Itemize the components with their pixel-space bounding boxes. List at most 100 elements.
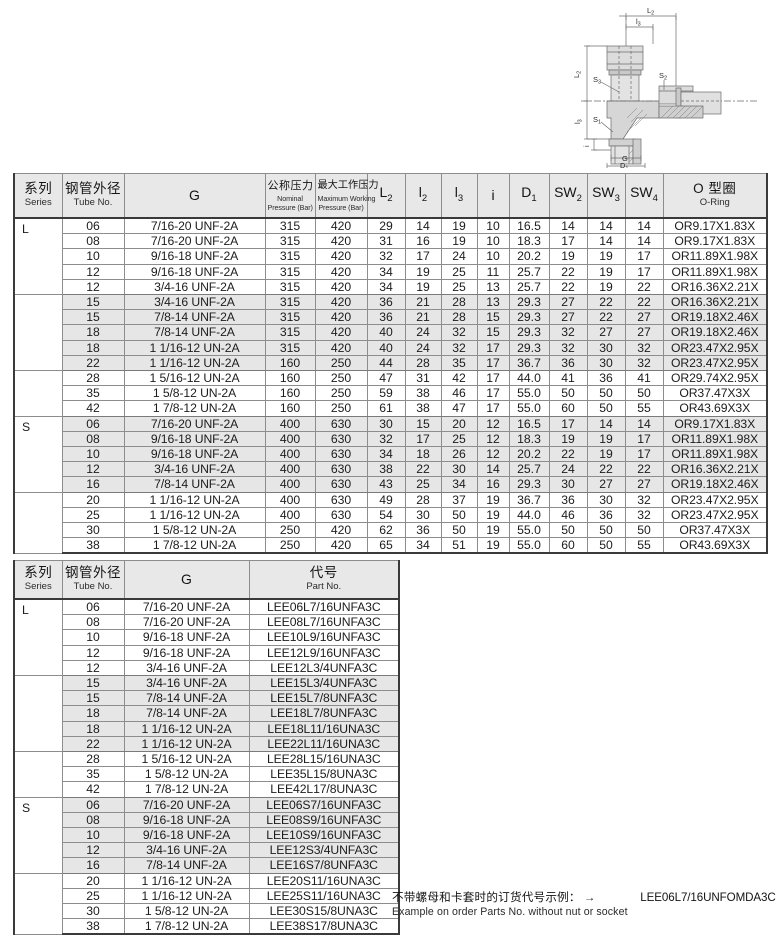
- table-row[interactable]: 15 7/8-14 UNF-2A 315 420 36 21 28 15 29.3 27 22 27 O…: [14, 309, 768, 326]
- cell-part: LEE08S9/16UNFA3C: [248, 811, 400, 829]
- cell-sw2: 60: [548, 537, 588, 555]
- table-row[interactable]: S 06 7/16-20 UNF-2A LEE06S7/16UNFA3C: [13, 796, 400, 874]
- table-row[interactable]: 12 3/4-16 UNF-2A LEE12L3/4UNFA3C: [14, 659, 400, 677]
- table-row[interactable]: 28 1 5/16-12 UN-2A 160 250 47 31 42 17 44.0 41 36 4…: [13, 370, 768, 417]
- cell-g: 7/16-20 UNF-2A: [123, 796, 250, 813]
- cell-sw4: 27: [624, 324, 664, 341]
- svg-text:S1: S1: [593, 115, 601, 126]
- cell-l2: 32: [366, 248, 406, 265]
- cell-tube: 22: [61, 735, 125, 753]
- table-row[interactable]: 30 1 5/8-12 UN-2A LEE30S15/8UNA3C: [14, 903, 400, 920]
- order-example-footnote: 不带螺母和卡套时的订货代号示例： → LEE06L7/16UNFOMDA3C E…: [392, 890, 777, 919]
- cell-g: 7/16-20 UNF-2A: [123, 614, 250, 631]
- table-row[interactable]: 08 9/16-18 UNF-2A LEE08S9/16UNFA3C: [14, 811, 400, 829]
- cell-sw2: 41: [548, 370, 588, 387]
- table-row[interactable]: 42 1 7/8-12 UN-2A LEE42L17/8UNA3C: [14, 781, 400, 798]
- table-row[interactable]: 35 1 5/8-12 UN-2A LEE35L15/8UNA3C: [14, 766, 400, 783]
- table-row[interactable]: 18 1 1/16-12 UN-2A 315 420 40 24 32 17 29.3 32 30 3…: [14, 339, 768, 356]
- cell-g: 7/16-20 UNF-2A: [123, 217, 266, 235]
- cell-sw2: 22: [548, 446, 588, 463]
- table-row[interactable]: 08 7/16-20 UNF-2A 315 420 31 16 19 10 18.3 17 14 14…: [14, 233, 768, 250]
- table-row[interactable]: 42 1 7/8-12 UN-2A 160 250 61 38 47 17 55.0 60 50 55…: [14, 400, 768, 417]
- table-row[interactable]: L 06 7/16-20 UNF-2A 315 420 29 14 19 10 16.5 14 14 1…: [13, 217, 768, 296]
- cell-mwp: 630: [314, 461, 368, 478]
- cell-tube: 15: [61, 675, 125, 692]
- cell-g: 3/4-16 UNF-2A: [123, 842, 250, 859]
- table-row[interactable]: 28 1 5/16-12 UN-2A LEE28L15/16UNA3C: [13, 751, 400, 798]
- cell-sw3: 19: [586, 263, 626, 280]
- cell-oring: OR19.18X2.46X: [662, 324, 768, 341]
- table-row[interactable]: 18 7/8-14 UNF-2A LEE18L7/8UNFA3C: [14, 705, 400, 722]
- table-row[interactable]: 12 3/4-16 UNF-2A LEE12S3/4UNFA3C: [14, 842, 400, 859]
- cell-tube: 10: [61, 629, 125, 646]
- cell-tube: 15: [61, 690, 125, 707]
- table-row[interactable]: 10 9/16-18 UNF-2A LEE10L9/16UNFA3C: [14, 629, 400, 646]
- table-row[interactable]: 22 1 1/16-12 UN-2A LEE22L11/16UNA3C: [14, 735, 400, 753]
- cell-np: 315: [264, 294, 316, 311]
- table-row[interactable]: 38 1 7/8-12 UN-2A LEE38S17/8UNA3C: [14, 918, 400, 936]
- th-nominal-pressure: 公称压力 Nominal Pressure (Bar): [264, 173, 316, 219]
- cell-sw4: 17: [624, 446, 664, 463]
- table-row[interactable]: 12 9/16-18 UNF-2A LEE12L9/16UNFA3C: [14, 644, 400, 661]
- table-row[interactable]: 12 3/4-16 UNF-2A 400 630 38 22 30 14 25.7 24 22 22 O…: [14, 461, 768, 478]
- series-spacer: [13, 370, 63, 417]
- table-row[interactable]: 18 7/8-14 UNF-2A 315 420 40 24 32 15 29.3 32 27 27 O…: [14, 324, 768, 341]
- table-row[interactable]: 12 3/4-16 UNF-2A 315 420 34 19 25 13 25.7 22 19 22 O…: [14, 278, 768, 296]
- cell-tube: 25: [61, 887, 125, 905]
- cell-l2: 31: [366, 233, 406, 250]
- cell-l2: 34: [366, 278, 406, 296]
- table-row[interactable]: 20 1 1/16-12 UN-2A 400 630 49 28 37 19 36.7 36 30 3…: [13, 491, 768, 554]
- table-row[interactable]: 38 1 7/8-12 UN-2A 250 420 65 34 51 19 55.0 60 50 55…: [14, 537, 768, 555]
- cell-np: 315: [264, 263, 316, 280]
- cell-d1: 25.7: [508, 278, 550, 296]
- table-row[interactable]: 15 7/8-14 UNF-2A LEE15L7/8UNFA3C: [14, 690, 400, 707]
- table-row[interactable]: 15 3/4-16 UNF-2A 315 420 36 21 28 13 29.3 27 22 22 O…: [13, 294, 768, 372]
- table-row[interactable]: 25 1 1/16-12 UN-2A LEE25S11/16UNA3C: [14, 887, 400, 905]
- svg-text:i: i: [582, 145, 591, 147]
- cell-sw2: 19: [548, 430, 588, 448]
- cell-tube: 12: [61, 842, 125, 859]
- cell-i2: 28: [404, 491, 442, 508]
- cell-g: 1 1/16-12 UN-2A: [123, 872, 250, 889]
- table-row[interactable]: 15 3/4-16 UNF-2A LEE15L3/4UNFA3C: [13, 675, 400, 753]
- table-row[interactable]: 08 9/16-18 UNF-2A 400 630 32 17 25 12 18.3 19 19 17…: [14, 430, 768, 448]
- cell-sw2: 17: [548, 233, 588, 250]
- table-row[interactable]: L 06 7/16-20 UNF-2A LEE06L7/16UNFA3C: [13, 598, 400, 677]
- cell-part: LEE42L17/8UNA3C: [248, 781, 400, 798]
- cell-part: LEE35L15/8UNA3C: [248, 766, 400, 783]
- cell-tube: 18: [61, 705, 125, 722]
- table-row[interactable]: 12 9/16-18 UNF-2A 315 420 34 19 25 11 25.7 22 19 17…: [14, 263, 768, 280]
- cell-sw3: 14: [586, 233, 626, 250]
- th-g: G: [123, 173, 266, 219]
- cell-g: 3/4-16 UNF-2A: [123, 675, 250, 692]
- cell-d1: 18.3: [508, 430, 550, 448]
- table-row[interactable]: 10 9/16-18 UNF-2A 315 420 32 17 24 10 20.2 19 19 17…: [14, 248, 768, 265]
- table-row[interactable]: 08 7/16-20 UNF-2A LEE08L7/16UNFA3C: [14, 614, 400, 631]
- cell-l2: 49: [366, 491, 406, 508]
- table-row[interactable]: 25 1 1/16-12 UN-2A 400 630 54 30 50 19 44.0 46 36 3…: [14, 506, 768, 524]
- cell-g: 1 1/16-12 UN-2A: [123, 506, 266, 524]
- table-row[interactable]: 10 9/16-18 UNF-2A LEE10S9/16UNFA3C: [14, 827, 400, 844]
- table-row[interactable]: 30 1 5/8-12 UN-2A 250 420 62 36 50 19 55.0 50 50 50…: [14, 522, 768, 539]
- cell-oring: OR9.17X1.83X: [662, 415, 768, 432]
- table-row[interactable]: 20 1 1/16-12 UN-2A LEE20S11/16UNA3C: [13, 872, 400, 935]
- cell-i2: 25: [404, 476, 442, 493]
- cell-tube: 12: [61, 278, 125, 296]
- series-label-s: S: [13, 415, 63, 493]
- table-row[interactable]: 35 1 5/8-12 UN-2A 160 250 59 38 46 17 55.0 50 50 50…: [14, 385, 768, 402]
- table-row[interactable]: 10 9/16-18 UNF-2A 400 630 34 18 26 12 20.2 22 19 17…: [14, 446, 768, 463]
- table-row[interactable]: 16 7/8-14 UNF-2A LEE16S7/8UNFA3C: [14, 857, 400, 874]
- cell-g: 7/8-14 UNF-2A: [123, 705, 250, 722]
- table-row[interactable]: S 06 7/16-20 UNF-2A 400 630 30 15 20 12 16.5 17 14 1…: [13, 415, 768, 493]
- table-row[interactable]: 18 1 1/16-12 UN-2A LEE18L11/16UNA3C: [14, 720, 400, 737]
- table-row[interactable]: 16 7/8-14 UNF-2A 400 630 43 25 34 16 29.3 30 27 27 O…: [14, 476, 768, 493]
- cell-sw3: 27: [586, 476, 626, 493]
- cell-g: 7/8-14 UNF-2A: [123, 690, 250, 707]
- cell-l2: 40: [366, 339, 406, 356]
- cell-sw2: 14: [548, 217, 588, 235]
- cell-oring: OR23.47X2.95X: [662, 354, 768, 372]
- cell-i2: 17: [404, 430, 442, 448]
- cell-g: 9/16-18 UNF-2A: [123, 248, 266, 265]
- table-row[interactable]: 22 1 1/16-12 UN-2A 160 250 44 28 35 17 36.7 36 30 3…: [14, 354, 768, 372]
- cell-sw2: 50: [548, 522, 588, 539]
